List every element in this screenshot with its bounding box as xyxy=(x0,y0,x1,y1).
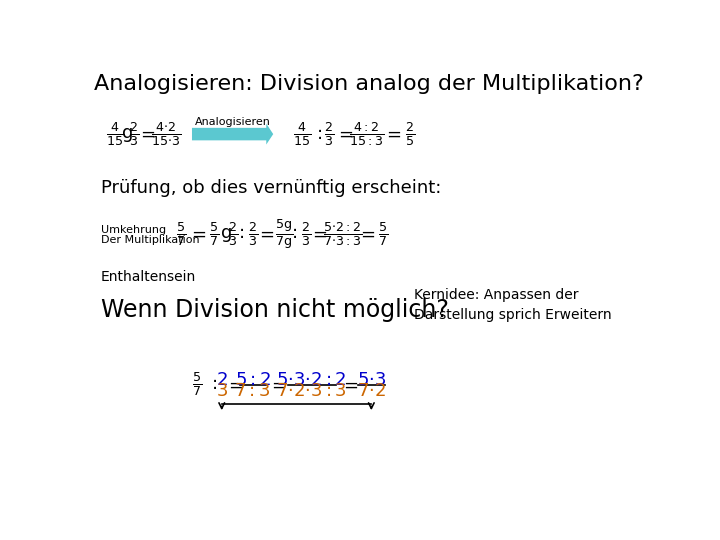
Text: $\frac{4}{15}$: $\frac{4}{15}$ xyxy=(293,120,311,148)
Text: $\frac{2}{3}$: $\frac{2}{3}$ xyxy=(324,120,333,148)
Text: $\mathrm{g}\!\frac{2}{3}$: $\mathrm{g}\!\frac{2}{3}$ xyxy=(220,220,239,248)
Text: $=$: $=$ xyxy=(188,225,206,243)
Text: $\mathrm{g}\!\frac{2}{3}$: $\mathrm{g}\!\frac{2}{3}$ xyxy=(121,120,140,148)
Text: $:$: $:$ xyxy=(207,375,217,393)
Text: $=$: $=$ xyxy=(335,125,354,143)
Text: $=$: $=$ xyxy=(225,375,243,393)
Text: Kernidee: Anpassen der
Darstellung sprich Erweitern: Kernidee: Anpassen der Darstellung spric… xyxy=(414,288,611,322)
Text: Enthaltensein: Enthaltensein xyxy=(101,269,196,284)
Text: $:\frac{2}{3}$: $:\frac{2}{3}$ xyxy=(288,220,311,248)
Text: $2$: $2$ xyxy=(216,371,228,389)
Text: $=$: $=$ xyxy=(383,125,402,143)
Text: $7{\cdot}2{\cdot}3:3$: $7{\cdot}2{\cdot}3:3$ xyxy=(276,381,347,400)
Text: Wenn Division nicht möglich?: Wenn Division nicht möglich? xyxy=(101,298,449,322)
Text: $=$: $=$ xyxy=(309,225,327,243)
Text: $7{\cdot}2$: $7{\cdot}2$ xyxy=(357,381,386,400)
Text: $\frac{5}{7}$: $\frac{5}{7}$ xyxy=(378,220,388,248)
Text: $7:3$: $7:3$ xyxy=(235,381,271,400)
Text: $\frac{2}{5}$: $\frac{2}{5}$ xyxy=(405,120,415,148)
Text: $:\frac{2}{3}$: $:\frac{2}{3}$ xyxy=(235,220,258,248)
Text: $=$: $=$ xyxy=(340,375,358,393)
Text: $\frac{4{\cdot}2}{15{\cdot}3}$: $\frac{4{\cdot}2}{15{\cdot}3}$ xyxy=(151,120,181,148)
Text: Analogisieren: Analogisieren xyxy=(194,117,271,127)
Text: $\frac{4}{15}$: $\frac{4}{15}$ xyxy=(106,120,124,148)
Text: $=$: $=$ xyxy=(269,375,287,393)
Text: $\frac{5}{7}$: $\frac{5}{7}$ xyxy=(176,220,186,248)
Text: $5:2$: $5:2$ xyxy=(235,371,271,389)
Text: $=$: $=$ xyxy=(138,125,156,143)
Text: $5{\cdot}3{\cdot}2:2$: $5{\cdot}3{\cdot}2:2$ xyxy=(276,371,347,389)
Text: Prüfung, ob dies vernünftig erscheint:: Prüfung, ob dies vernünftig erscheint: xyxy=(101,179,441,197)
Text: $=$: $=$ xyxy=(256,225,274,243)
Text: $5{\cdot}3$: $5{\cdot}3$ xyxy=(356,371,386,389)
Text: $\frac{5\mathrm{g}}{7\mathrm{g}}$: $\frac{5\mathrm{g}}{7\mathrm{g}}$ xyxy=(275,217,293,251)
Text: Der Multiplikation: Der Multiplikation xyxy=(101,235,199,245)
Text: $:$: $:$ xyxy=(313,125,323,143)
Text: Umkehrung: Umkehrung xyxy=(101,225,166,234)
Text: Analogisieren: Division analog der Multiplikation?: Analogisieren: Division analog der Multi… xyxy=(94,74,644,94)
Text: $=$: $=$ xyxy=(356,225,375,243)
Text: $\frac{4:2}{15:3}$: $\frac{4:2}{15:3}$ xyxy=(349,120,384,148)
Text: $3$: $3$ xyxy=(216,381,228,400)
Text: $\frac{5}{7}$: $\frac{5}{7}$ xyxy=(209,220,219,248)
Text: $\frac{5{\cdot}2:2}{7{\cdot}3:3}$: $\frac{5{\cdot}2:2}{7{\cdot}3:3}$ xyxy=(323,220,362,248)
Text: $\frac{5}{7}$: $\frac{5}{7}$ xyxy=(192,370,202,399)
